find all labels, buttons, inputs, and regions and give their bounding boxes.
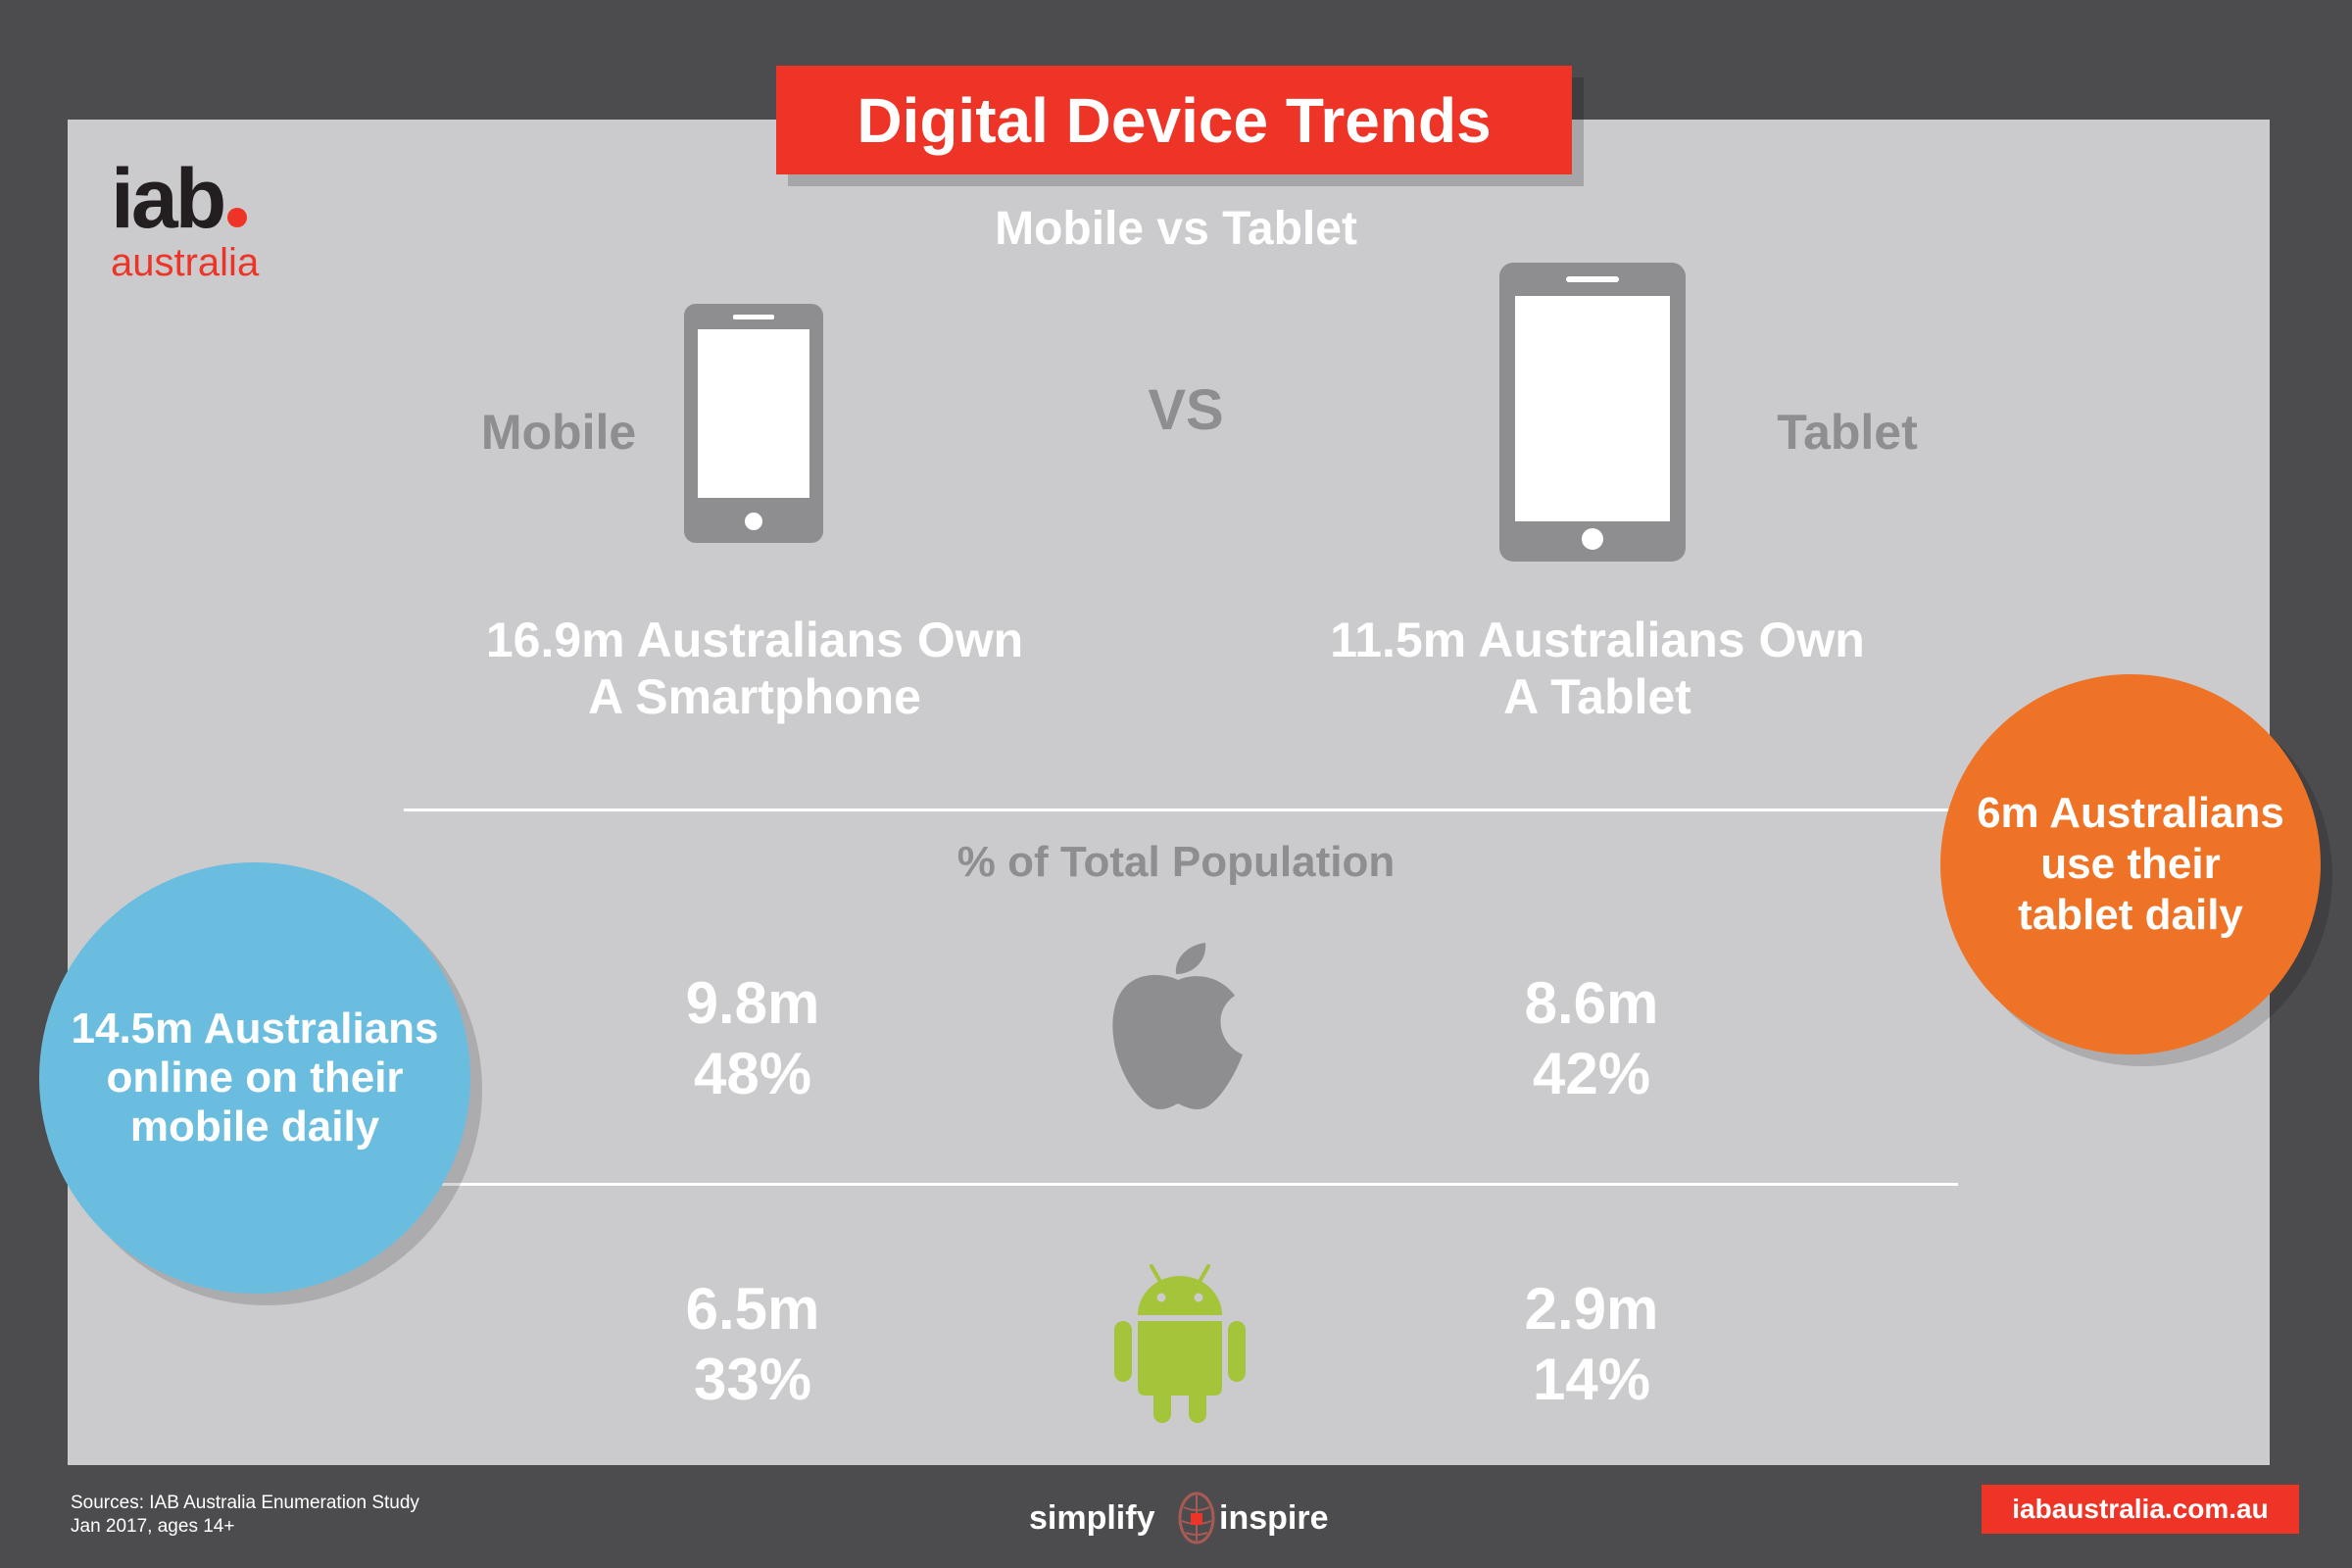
tablet-daily-callout: 6m Australians use their tablet daily <box>1940 674 2321 1054</box>
tablet-daily-line1: 6m Australians <box>1977 789 2284 837</box>
mobile-ownership-line2: A Smartphone <box>588 669 921 724</box>
mobile-label: Mobile <box>480 405 637 460</box>
tagline: simplify inspire <box>1019 1490 1352 1548</box>
content-panel <box>68 120 2270 1465</box>
comparison-subtitle: Mobile vs Tablet <box>995 203 1357 255</box>
tablet-ownership-line1: 11.5m Australians Own <box>1330 612 1865 667</box>
apple-icon <box>1112 943 1243 1109</box>
sources-line1: Sources: IAB Australia Enumeration Study <box>71 1493 419 1513</box>
apple-mobile-count: 9.8m <box>685 970 820 1036</box>
population-title: % of Total Population <box>956 838 1396 886</box>
logo-dot-icon <box>227 208 248 227</box>
tablet-daily-line2: use their <box>2040 840 2221 888</box>
brain-icon <box>1178 1492 1215 1544</box>
android-mobile-stat: 6.5m 33% <box>576 1274 929 1415</box>
tagline-right: inspire <box>1219 1499 1329 1537</box>
apple-mobile-pct: 48% <box>693 1041 812 1106</box>
sources-line2: Jan 2017, ages 14+ <box>71 1516 235 1537</box>
android-icon <box>1114 1264 1246 1423</box>
mobile-daily-line1: 14.5m Australians <box>71 1004 439 1053</box>
apple-mobile-stat: 9.8m 48% <box>576 968 929 1109</box>
page-title: Digital Device Trends <box>776 66 1572 174</box>
divider-top <box>404 808 1980 811</box>
android-mobile-pct: 33% <box>693 1347 812 1412</box>
apple-tablet-stat: 8.6m 42% <box>1415 968 1768 1109</box>
logo-sub-text: australia <box>111 241 260 284</box>
smartphone-icon <box>684 304 823 543</box>
android-mobile-count: 6.5m <box>685 1276 820 1342</box>
mobile-daily-line3: mobile daily <box>129 1102 380 1151</box>
android-tablet-stat: 2.9m 14% <box>1415 1274 1768 1415</box>
tablet-ownership: 11.5m Australians Own A Tablet <box>1230 612 1965 725</box>
apple-tablet-count: 8.6m <box>1524 970 1659 1036</box>
mobile-ownership: 16.9m Australians Own A Smartphone <box>392 612 1117 725</box>
sources-note: Sources: IAB Australia Enumeration Study… <box>71 1492 419 1539</box>
tablet-label: Tablet <box>1777 405 1918 460</box>
divider-bottom <box>372 1183 1958 1186</box>
mobile-daily-line2: online on their <box>106 1054 404 1102</box>
iab-logo: iab australia <box>111 157 259 282</box>
tablet-ownership-line2: A Tablet <box>1503 669 1691 724</box>
vs-label: VS <box>1148 378 1224 442</box>
android-tablet-pct: 14% <box>1532 1347 1651 1412</box>
apple-tablet-pct: 42% <box>1532 1041 1651 1106</box>
tablet-icon <box>1499 263 1686 562</box>
tablet-daily-line3: tablet daily <box>2018 891 2243 939</box>
tagline-left: simplify <box>1029 1499 1155 1537</box>
logo-main-text: iab <box>111 152 226 246</box>
android-tablet-count: 2.9m <box>1524 1276 1659 1342</box>
mobile-daily-callout: 14.5m Australians online on their mobile… <box>39 862 470 1294</box>
website-link[interactable]: iabaustralia.com.au <box>1982 1485 2299 1534</box>
mobile-ownership-line1: 16.9m Australians Own <box>485 612 1024 667</box>
